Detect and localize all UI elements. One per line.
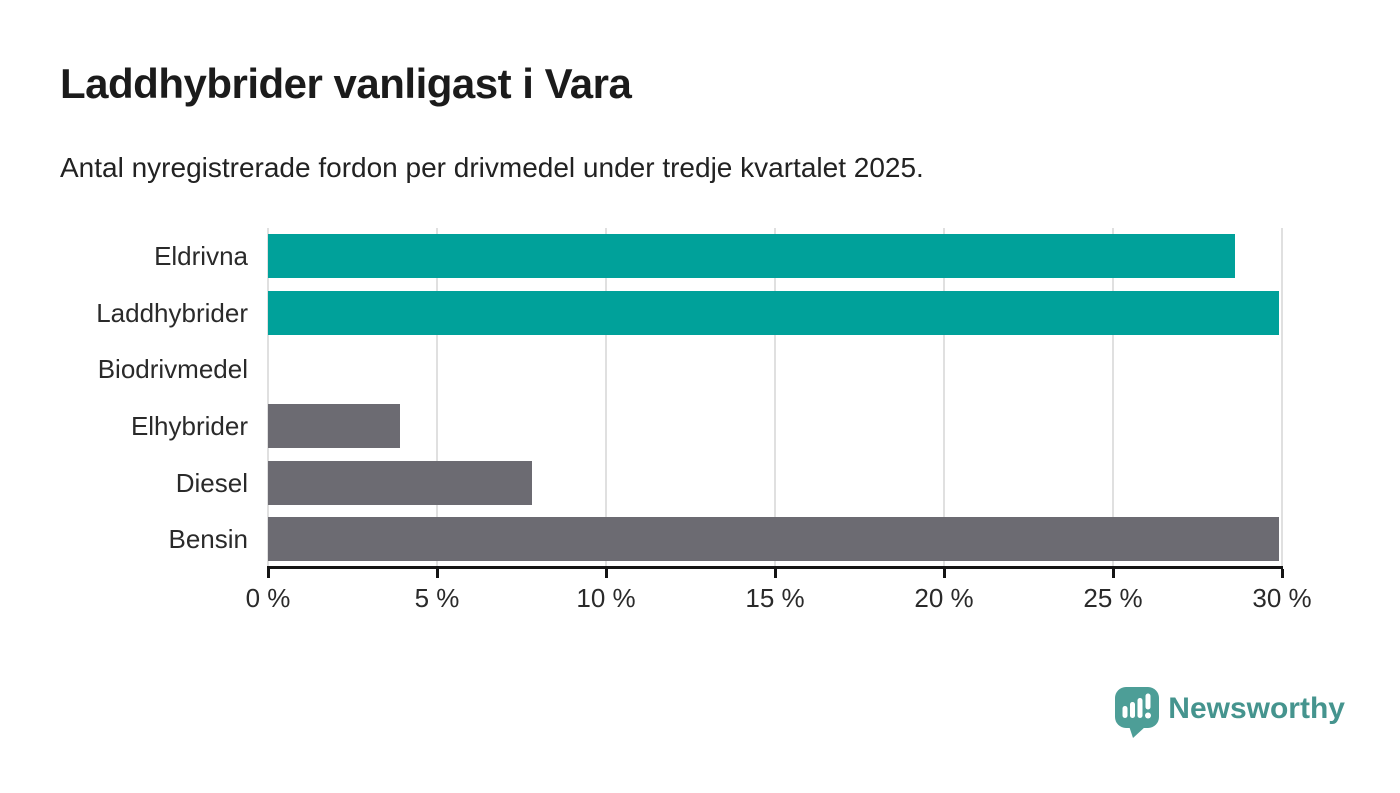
bar-laddhybrider [268, 290, 1279, 335]
x-tick-label: 30 % [1252, 583, 1312, 613]
gridline [267, 228, 269, 568]
chart-subtitle: Antal nyregistrerade fordon per drivmede… [60, 152, 924, 183]
category-label: Elhybrider [130, 411, 248, 441]
bar-row [268, 511, 1282, 568]
category-label: Eldrivna [154, 241, 248, 271]
bar-diesel [268, 460, 532, 505]
gridline [774, 228, 776, 568]
bar-row [268, 228, 1282, 285]
x-tick-label: 5 % [414, 583, 460, 613]
newsworthy-logo-text: Newsworthy [1168, 692, 1345, 725]
plot-area [267, 228, 1283, 568]
gridline [605, 228, 607, 568]
bar-bensin [268, 517, 1279, 562]
x-axis-tick [604, 569, 608, 578]
chart-title: Laddhybrider vanligast i Vara [60, 60, 632, 107]
x-axis-tick [942, 569, 946, 578]
x-axis-tick [1111, 569, 1115, 578]
x-axis-tick [435, 569, 439, 578]
newsworthy-logo-icon [1115, 687, 1160, 738]
x-tick-label: 20 % [914, 583, 974, 613]
bar-row [268, 285, 1282, 342]
gridline [1281, 228, 1283, 568]
x-axis-tick [773, 569, 777, 578]
bar-row [268, 398, 1282, 455]
bar-elhybrider [268, 404, 400, 448]
x-tick-label: 15 % [745, 583, 805, 613]
x-tick-label: 10 % [576, 583, 636, 613]
x-axis-tick [266, 569, 270, 578]
category-label: Biodrivmedel [97, 354, 248, 385]
x-tick-label: 25 % [1083, 583, 1143, 613]
x-axis-line [267, 566, 1283, 569]
gridline [436, 228, 438, 568]
x-axis-tick [1280, 569, 1284, 578]
bar-row [268, 341, 1282, 398]
category-label: Diesel [175, 467, 248, 498]
gridline [1112, 228, 1114, 568]
category-label: Laddhybrider [96, 297, 248, 328]
gridline [943, 228, 945, 568]
category-label: Bensin [168, 524, 249, 555]
newsworthy-logo: Newsworthy [1115, 687, 1345, 739]
x-tick-label: 0 % [245, 583, 291, 613]
bar-eldrivna [268, 234, 1235, 278]
bar-row [268, 455, 1282, 512]
category-axis: Eldrivna Laddhybrider Biodrivmedel Elhybrid… [0, 228, 248, 568]
